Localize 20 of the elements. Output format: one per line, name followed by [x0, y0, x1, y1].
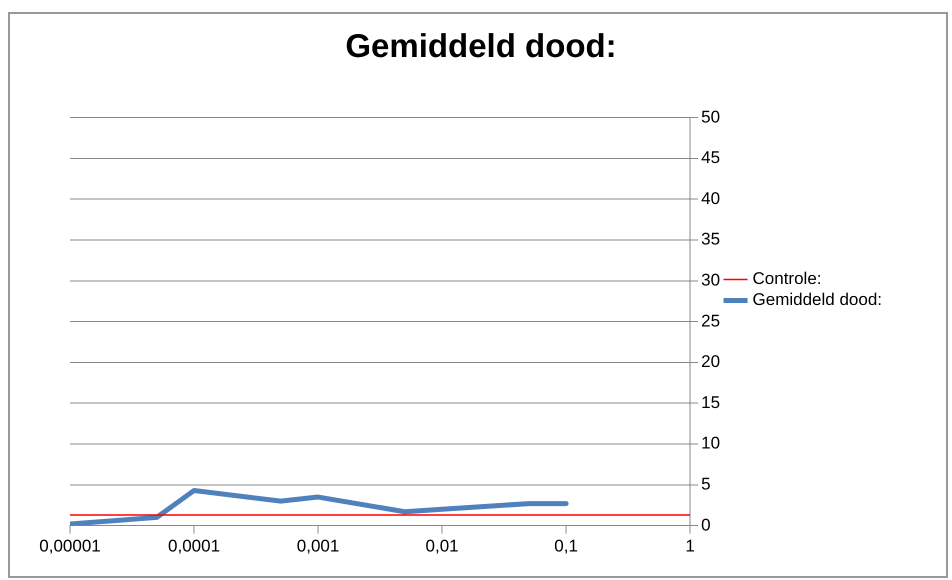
y-tick-label: 50 [701, 107, 720, 126]
chart-title: Gemiddeld dood: [345, 26, 617, 64]
x-tick-label: 1 [685, 536, 695, 556]
y-tick-label: 30 [701, 270, 720, 290]
y-tick-label: 45 [701, 148, 720, 168]
legend-label: Controle: [752, 269, 822, 288]
y-tick-label: 5 [701, 474, 711, 494]
x-tick-label: 0,01 [426, 536, 459, 556]
y-tick-label: 20 [701, 352, 720, 372]
legend-label: Gemiddeld dood: [752, 290, 882, 310]
y-tick-label: 10 [701, 434, 720, 453]
y-tick-label: 15 [701, 392, 720, 412]
x-tick-label: 0,0001 [168, 536, 220, 556]
x-tick-label: 0,00001 [39, 536, 101, 556]
y-tick-label: 35 [701, 230, 720, 249]
y-tick-label: 40 [701, 188, 720, 208]
y-tick-label: 25 [701, 311, 720, 330]
x-tick-label: 0,1 [554, 536, 578, 556]
x-tick-label: 0,001 [296, 536, 340, 556]
y-tick-label: 0 [701, 515, 711, 534]
